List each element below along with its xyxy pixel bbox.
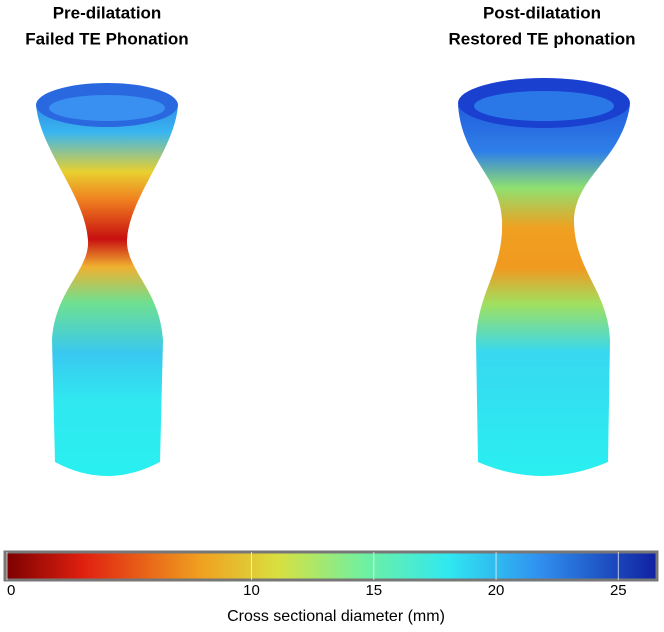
panel-title: Pre-dilatation — [53, 3, 162, 22]
tick-label: 0 — [7, 582, 15, 599]
panel-title: Post-dilatation — [483, 3, 601, 22]
colorbar-label: Cross sectional diameter (mm) — [227, 608, 445, 625]
tick-label: 10 — [243, 582, 260, 599]
tick-label: 20 — [488, 582, 505, 599]
pre-dilatation-model — [36, 83, 178, 476]
colorbar — [3, 550, 659, 582]
tick-label: 15 — [365, 582, 382, 599]
colorbar-gradient — [3, 550, 659, 582]
panel-title: Restored TE phonation — [449, 29, 636, 48]
panel-title: Failed TE Phonation — [25, 29, 188, 48]
post-dilatation-model — [458, 78, 630, 476]
tick-label: 25 — [610, 582, 627, 599]
